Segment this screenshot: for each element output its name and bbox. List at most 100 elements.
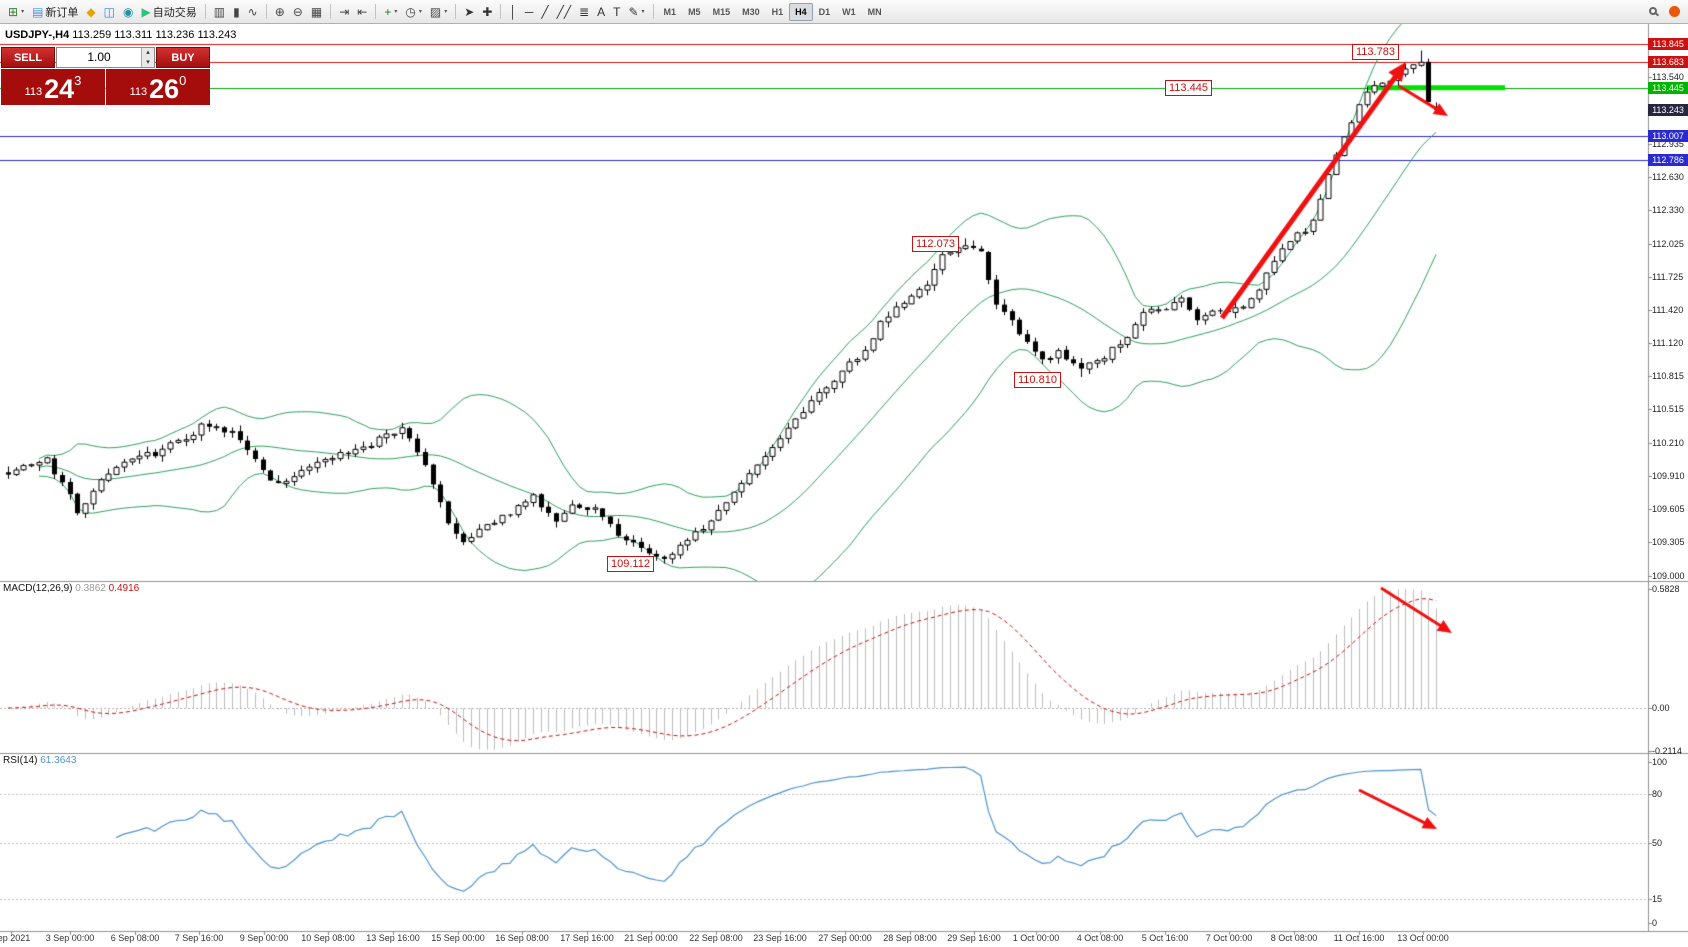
volume-spinner: ▴ ▾ (141, 48, 154, 67)
sell-button[interactable]: SELL (1, 47, 55, 68)
text-label-button[interactable]: T (609, 2, 624, 22)
symbol-period-label: USDJPY-,H4 (5, 29, 70, 41)
new-order-icon: ▤ (32, 4, 44, 19)
new-chart-icon: ⊞ (8, 4, 19, 19)
vertical-line-icon: │ (509, 4, 517, 19)
one-click-trading-widget: SELL 1.00 ▴ ▾ BUY 113 24 3 113 26 0 (1, 47, 210, 105)
timeframe-m5[interactable]: M5 (688, 6, 701, 17)
fibonacci-button[interactable]: ≣ (575, 2, 593, 22)
trendline-button[interactable]: ╱ (537, 2, 552, 22)
new-order-label: 新订单 (45, 6, 79, 19)
arrows-tool-button[interactable]: ✎ ▾ (624, 2, 648, 22)
sell-pip-fraction: 3 (74, 73, 82, 88)
metaeditor-icon: ◆ (86, 4, 96, 19)
volume-down-button[interactable]: ▾ (142, 57, 154, 67)
arrows-tool-icon: ✎ (628, 4, 639, 19)
time-axis[interactable] (0, 931, 1688, 947)
periods-dropdown-icon: ▾ (418, 9, 422, 15)
arrows-tool-dropdown-icon: ▾ (641, 9, 645, 15)
timeframe-d1[interactable]: D1 (818, 6, 831, 17)
horizontal-line-icon: ─ (524, 4, 534, 19)
trendline-icon: ╱ (541, 4, 549, 19)
zoom-out-icon: ⊖ (292, 4, 303, 19)
new-order-button[interactable]: ▤ 新订单 (28, 2, 82, 22)
equidistant-channel-button[interactable]: ╱╱ (553, 2, 575, 22)
macd-indicator-label: MACD(12,26,9) 0.3862 0.4916 (3, 583, 139, 594)
bar-chart-button[interactable]: ▥ (210, 2, 229, 22)
search-button[interactable] (1645, 2, 1665, 22)
macd-panel-separator[interactable] (0, 578, 1688, 584)
toolbar-separator (204, 4, 206, 19)
metaeditor-button[interactable]: ◆ (82, 2, 99, 22)
buy-big-figure: 113 (129, 86, 148, 98)
new-chart-dropdown-icon: ▾ (21, 9, 25, 15)
fibonacci-icon: ≣ (579, 4, 590, 19)
sell-price-display[interactable]: 113 24 3 (1, 69, 105, 105)
crosshair-icon: ✚ (482, 4, 493, 19)
line-chart-button[interactable]: ∿ (244, 2, 262, 22)
toolbar-separator (330, 4, 332, 19)
search-icon (1649, 6, 1657, 15)
templates-button[interactable]: ▨ ▾ (426, 2, 451, 22)
connection-status-icon (1669, 6, 1680, 17)
tile-windows-icon: ▦ (310, 4, 323, 19)
macd-main-value: 0.3862 (75, 583, 106, 594)
macd-signal-value: 0.4916 (108, 583, 140, 594)
trade-widget-top-row: SELL 1.00 ▴ ▾ BUY (1, 47, 210, 68)
auto-scroll-icon: ⇥ (339, 4, 350, 19)
toolbar-separator (455, 4, 457, 19)
crosshair-button[interactable]: ✚ (478, 2, 496, 22)
horizontal-line-button[interactable]: ─ (521, 2, 538, 22)
timeframe-h1[interactable]: H1 (771, 6, 784, 17)
price-axis[interactable] (1648, 24, 1688, 931)
equidistant-channel-icon: ╱╱ (556, 4, 572, 19)
buy-pip-fraction: 0 (179, 73, 187, 88)
rsi-name: RSI(14) (3, 755, 38, 766)
zoom-in-icon: ⊕ (274, 4, 285, 19)
volume-up-button[interactable]: ▴ (142, 48, 154, 58)
data-window-button[interactable]: ◉ (119, 2, 137, 22)
chart-canvas[interactable] (0, 24, 1688, 947)
chart-shift-icon: ⇤ (357, 4, 368, 19)
volume-field[interactable]: 1.00 ▴ ▾ (56, 47, 155, 68)
rsi-panel-separator[interactable] (0, 750, 1688, 756)
cursor-button[interactable]: ➤ (460, 2, 478, 22)
new-chart-button[interactable]: ⊞ ▾ (4, 2, 28, 22)
auto-trading-icon: ▶ (141, 4, 151, 19)
text-icon: A (597, 4, 606, 19)
toolbar-separator (500, 4, 502, 19)
zoom-out-button[interactable]: ⊖ (289, 2, 307, 22)
candlestick-chart-button[interactable]: ▮ (229, 2, 244, 22)
indicators-button[interactable]: + ▾ (380, 2, 401, 22)
buy-pips: 26 (149, 74, 180, 104)
vertical-line-button[interactable]: │ (505, 2, 521, 22)
timeframe-m1[interactable]: M1 (663, 6, 677, 17)
indicators-icon: + (384, 4, 392, 19)
cursor-icon: ➤ (464, 4, 475, 19)
rsi-value: 61.3643 (40, 755, 77, 766)
buy-price-display[interactable]: 113 26 0 (106, 69, 210, 105)
market-watch-button[interactable]: ◫ (100, 2, 119, 22)
periods-button[interactable]: ◷ ▾ (401, 2, 426, 22)
chart-title: USDJPY-,H4 113.259 113.311 113.236 113.2… (5, 29, 236, 41)
zoom-in-button[interactable]: ⊕ (271, 2, 289, 22)
timeframe-m30[interactable]: M30 (742, 6, 760, 17)
timeframe-h4[interactable]: H4 (789, 2, 813, 21)
timeframe-mn[interactable]: MN (867, 6, 882, 17)
chart-shift-button[interactable]: ⇤ (353, 2, 371, 22)
auto-trading-button[interactable]: ▶ 自动交易 (137, 2, 200, 22)
toolbar-separator (265, 4, 267, 19)
buy-button[interactable]: BUY (156, 47, 210, 68)
text-button[interactable]: A (593, 2, 609, 22)
line-chart-icon: ∿ (247, 4, 258, 19)
periods-icon: ◷ (405, 4, 416, 19)
timeframe-w1[interactable]: W1 (842, 6, 856, 17)
sell-big-figure: 113 (24, 86, 43, 98)
timeframe-m15[interactable]: M15 (712, 6, 731, 17)
tile-windows-button[interactable]: ▦ (307, 2, 326, 22)
text-label-icon: T (613, 4, 621, 19)
data-window-icon: ◉ (123, 4, 134, 19)
auto-scroll-button[interactable]: ⇥ (335, 2, 353, 22)
connection-status-button[interactable] (1665, 2, 1684, 22)
